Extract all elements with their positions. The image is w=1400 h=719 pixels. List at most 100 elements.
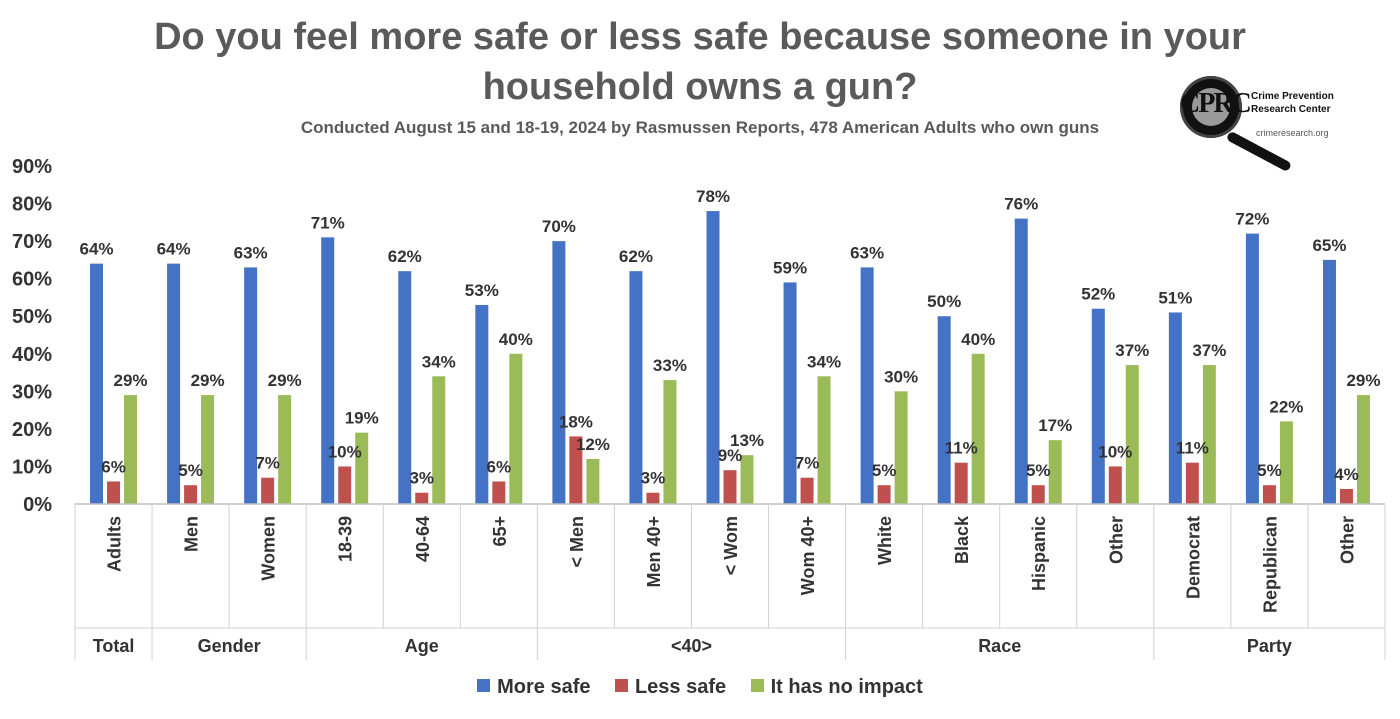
bar-less-safe	[800, 477, 814, 504]
bar-it-has-no-impact	[1356, 395, 1370, 504]
x-category-label: 65+	[490, 516, 510, 547]
legend-label: It has no impact	[770, 676, 923, 698]
y-axis: 0% 10% 20% 30% 40% 50% 60% 70% 80% 90%	[12, 156, 52, 516]
bar-more-safe	[90, 263, 104, 504]
x-category-label: < Wom	[721, 516, 741, 575]
bar-more-safe	[475, 304, 489, 504]
bar-value-label: 5%	[178, 461, 203, 480]
bar-less-safe	[1339, 488, 1353, 504]
bar-value-label: 5%	[1026, 461, 1051, 480]
bar-it-has-no-impact	[1202, 365, 1216, 504]
bar-it-has-no-impact	[509, 353, 523, 504]
bar-it-has-no-impact	[1279, 421, 1293, 504]
bar-more-safe	[321, 237, 335, 504]
y-tick-label: 20%	[12, 419, 52, 441]
legend-swatch	[477, 679, 491, 692]
bar-value-label: 64%	[157, 240, 191, 259]
x-category-label: Men 40+	[644, 516, 664, 588]
chart-subtitle: Conducted August 15 and 18-19, 2024 by R…	[300, 118, 1100, 137]
bar-value-label: 62%	[619, 247, 653, 266]
bar-value-label: 10%	[328, 442, 362, 461]
bar-value-label: 64%	[80, 240, 114, 259]
bar-it-has-no-impact	[586, 458, 600, 504]
x-group-label: <40>	[671, 636, 712, 656]
legend-item-less-safe: Less safe	[614, 676, 727, 699]
y-tick-label: 40%	[12, 344, 52, 366]
y-tick-label: 50%	[12, 306, 52, 328]
bar-it-has-no-impact	[355, 432, 369, 504]
bar-value-label: 34%	[422, 352, 456, 371]
bar-more-safe	[783, 282, 797, 504]
bar-value-label: 5%	[872, 461, 897, 480]
bar-value-label: 50%	[927, 292, 961, 311]
x-category-label: < Men	[567, 516, 587, 568]
bar-more-safe	[629, 271, 643, 504]
bar-it-has-no-impact	[894, 391, 908, 504]
bar-more-safe	[1245, 233, 1259, 504]
bar-it-has-no-impact	[1048, 440, 1062, 504]
bar-more-safe	[860, 267, 874, 504]
bar-more-safe	[937, 316, 951, 504]
logo-name-line-1: Crime Prevention	[1251, 91, 1334, 102]
bar-it-has-no-impact	[817, 376, 831, 504]
bar-value-label: 4%	[1334, 465, 1359, 484]
x-group-label: Gender	[198, 636, 261, 656]
x-category-label: 40-64	[413, 516, 433, 562]
bar-value-label: 76%	[1004, 195, 1038, 214]
legend-item-no-impact: It has no impact	[750, 676, 923, 699]
legend-label: More safe	[497, 676, 591, 698]
bar-value-label: 59%	[773, 258, 807, 277]
bar-value-label: 37%	[1115, 341, 1149, 360]
x-group-label: Party	[1247, 636, 1292, 656]
chart-title-line-1: Do you feel more safe or less safe becau…	[154, 16, 1246, 58]
legend-item-more-safe: More safe	[477, 676, 591, 699]
x-category-label: Republican	[1260, 516, 1280, 613]
bar-less-safe	[646, 492, 660, 504]
bar-it-has-no-impact	[432, 376, 446, 504]
bar-more-safe	[1091, 308, 1105, 504]
x-group-label: Total	[93, 636, 135, 656]
bar-it-has-no-impact	[1125, 365, 1139, 504]
x-axis: Adults Men Women 18-39 40-64 65+ < Men Men 40+ <…	[74, 503, 1386, 660]
y-tick-label: 70%	[12, 231, 52, 253]
logo-org-name: Crime Prevention Research Center	[1251, 90, 1361, 116]
bar-value-label: 53%	[465, 281, 499, 300]
bar-value-label: 5%	[1257, 461, 1282, 480]
bar-value-label: 34%	[807, 352, 841, 371]
x-category-label: Women	[259, 516, 279, 581]
bar-it-has-no-impact	[663, 380, 677, 504]
bar-value-label: 29%	[268, 371, 302, 390]
bar-more-safe	[1322, 259, 1336, 504]
bar-more-safe	[552, 241, 566, 504]
chart-title: Do you feel more safe or less safe becau…	[0, 12, 1400, 112]
bar-more-safe	[244, 267, 258, 504]
bar-less-safe	[338, 466, 352, 504]
bar-value-label: 3%	[641, 469, 666, 488]
x-category-label: Black	[952, 515, 972, 564]
x-category-label: Other	[1337, 516, 1357, 564]
bar-value-label: 9%	[718, 446, 743, 465]
chart-title-line-2: household owns a gun?	[482, 66, 918, 108]
x-group-label: Race	[978, 636, 1021, 656]
bar-value-label: 63%	[234, 243, 268, 262]
bar-less-safe	[184, 485, 198, 504]
bar-value-label: 52%	[1081, 285, 1115, 304]
x-category-label: White	[875, 516, 895, 565]
y-tick-label: 0%	[23, 494, 52, 516]
bar-value-label: 72%	[1235, 210, 1269, 229]
legend-label: Less safe	[634, 676, 727, 698]
bar-less-safe	[261, 477, 275, 504]
bar-value-label: 63%	[850, 243, 884, 262]
y-tick-label: 30%	[12, 381, 52, 403]
bar-value-label: 12%	[576, 435, 610, 454]
bar-value-label: 40%	[499, 330, 533, 349]
bar-it-has-no-impact	[971, 353, 985, 504]
bar-less-safe	[569, 436, 583, 504]
bar-value-label: 10%	[1098, 442, 1132, 461]
bar-value-label: 3%	[409, 469, 434, 488]
logo-monogram: CPRC	[1180, 88, 1252, 119]
bar-value-label: 7%	[255, 454, 280, 473]
bar-value-label: 6%	[487, 457, 512, 476]
bar-less-safe	[723, 470, 737, 504]
